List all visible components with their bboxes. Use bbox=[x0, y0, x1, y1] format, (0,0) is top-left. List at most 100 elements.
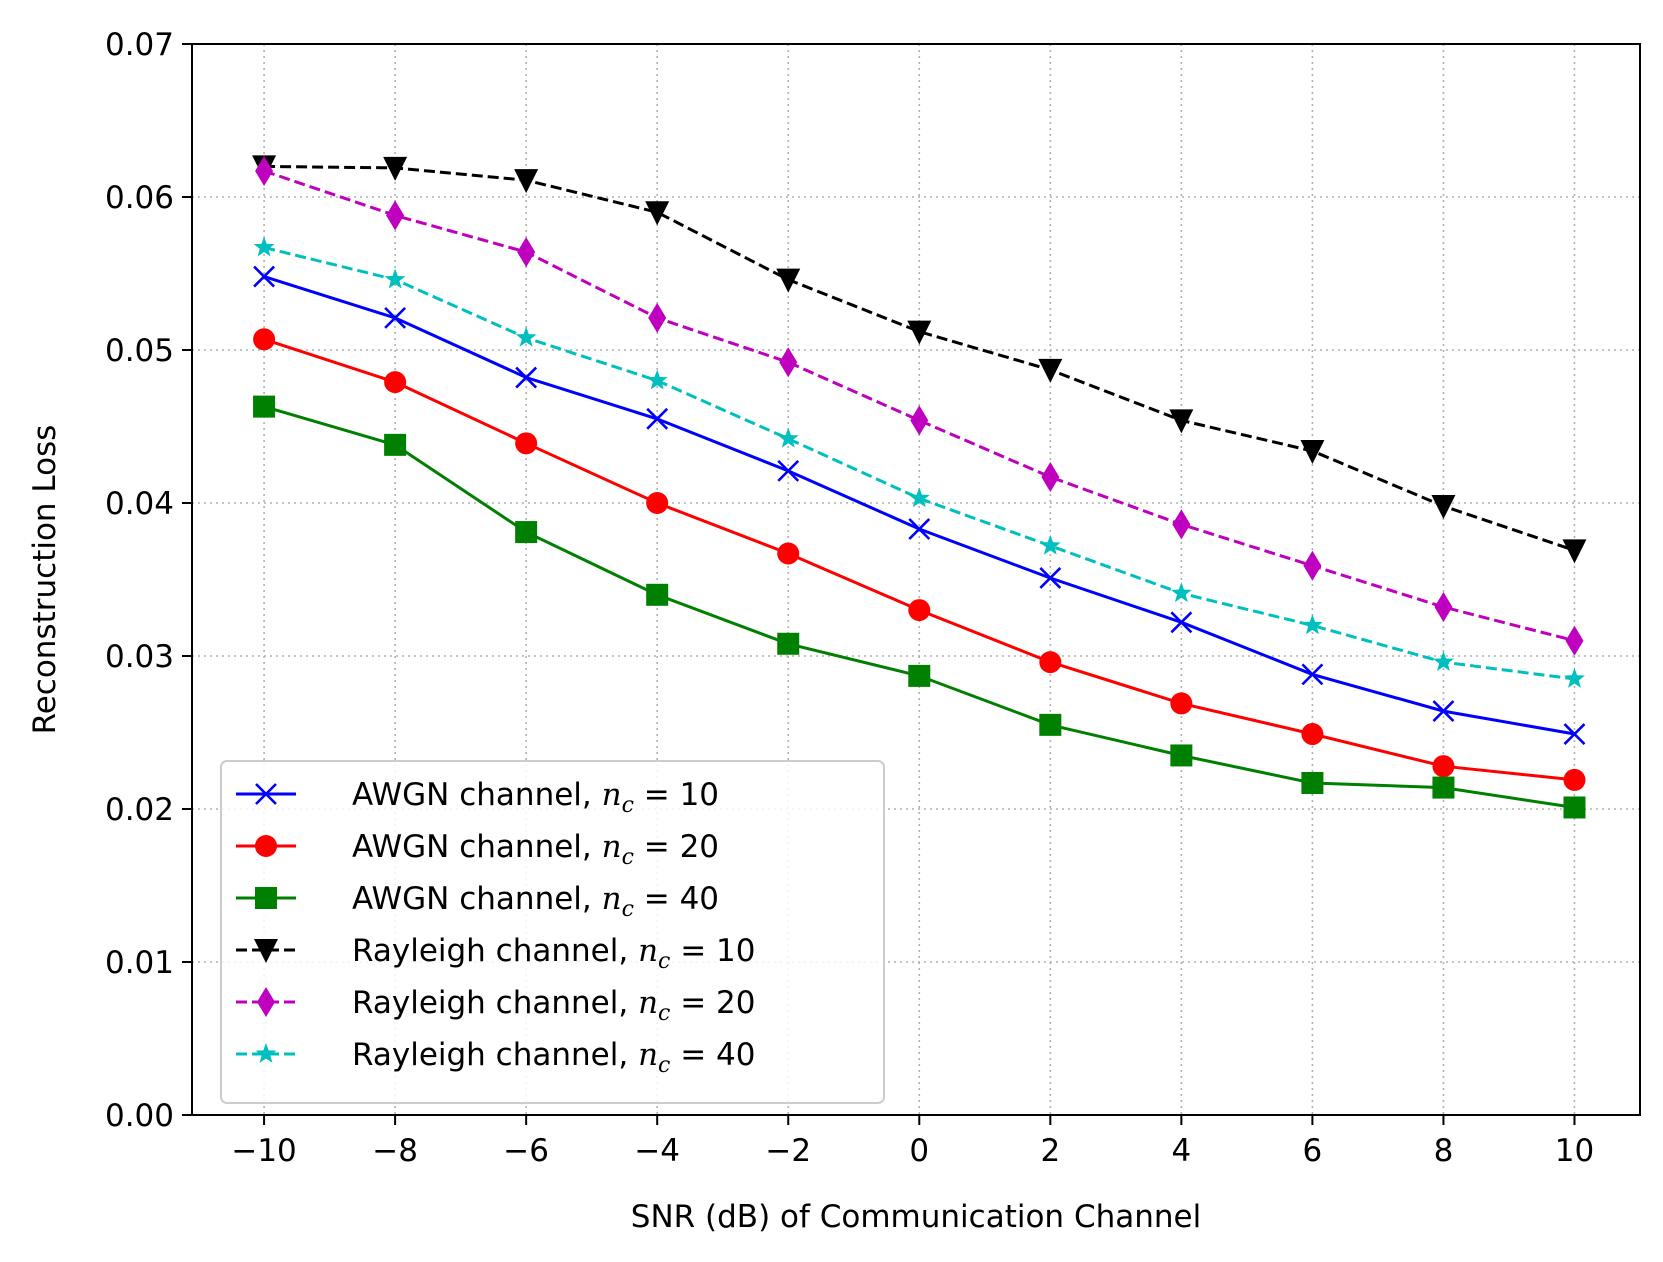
data-point bbox=[383, 156, 408, 181]
data-point bbox=[1301, 663, 1324, 686]
legend-label-eq: = 40 bbox=[634, 881, 719, 917]
legend-item: Rayleigh channel, nc = 20 bbox=[236, 985, 756, 1026]
data-point bbox=[646, 492, 669, 514]
data-point bbox=[384, 433, 407, 456]
legend-label-name: AWGN channel, bbox=[352, 881, 602, 917]
ticks: −10 −8 −6 −4 −2 0 2 4 6 8 10 0.00 0.01 0.02 0.03 0.04 0.… bbox=[105, 27, 1594, 1169]
x-axis-label: SNR (dB) of Communication Channel bbox=[631, 1199, 1201, 1235]
legend-label-name: AWGN channel, bbox=[352, 777, 602, 813]
data-point bbox=[1434, 592, 1453, 623]
data-point bbox=[908, 518, 931, 540]
legend-label-var: n bbox=[638, 985, 658, 1021]
y-tick-label: 0.04 bbox=[105, 486, 174, 522]
data-point bbox=[1432, 651, 1454, 672]
x-tick-label: −10 bbox=[231, 1133, 296, 1169]
legend-label-var: n bbox=[602, 777, 622, 813]
legend-marker bbox=[255, 783, 277, 805]
series-line bbox=[263, 169, 1575, 643]
data-point bbox=[777, 632, 800, 655]
x-tick-label: −8 bbox=[372, 1133, 418, 1169]
legend-label-var: n bbox=[638, 1037, 658, 1073]
data-point bbox=[1301, 723, 1324, 746]
x-tick-label: −4 bbox=[634, 1133, 680, 1169]
data-point bbox=[1564, 667, 1585, 688]
data-point bbox=[515, 521, 538, 544]
data-point bbox=[1172, 509, 1191, 540]
y-tick-label: 0.06 bbox=[105, 180, 174, 216]
x-tick-label: 10 bbox=[1555, 1133, 1594, 1169]
data-point bbox=[777, 427, 799, 448]
legend-label-eq: = 20 bbox=[670, 985, 755, 1021]
y-tick-label: 0.00 bbox=[105, 1098, 174, 1134]
data-point bbox=[517, 237, 536, 268]
legend-marker bbox=[257, 987, 275, 1017]
y-tick-label: 0.02 bbox=[105, 792, 174, 828]
data-point bbox=[1563, 796, 1586, 819]
legend-label-name: AWGN channel, bbox=[352, 829, 602, 865]
data-point bbox=[1303, 550, 1322, 581]
data-point bbox=[384, 371, 407, 394]
data-point bbox=[646, 407, 669, 430]
data-point bbox=[1039, 713, 1062, 736]
legend-label: AWGN channel, nc = 20 bbox=[352, 829, 719, 870]
legend-label: Rayleigh channel, nc = 10 bbox=[352, 933, 756, 974]
legend-label-sub: c bbox=[658, 1001, 670, 1026]
legend-marker bbox=[254, 939, 278, 963]
data-point bbox=[1432, 700, 1455, 722]
legend-label-eq: = 10 bbox=[634, 777, 719, 813]
data-point bbox=[1562, 539, 1587, 564]
data-point bbox=[1170, 744, 1193, 767]
legend-label-var: n bbox=[602, 881, 622, 917]
legend-label-eq: = 40 bbox=[670, 1037, 755, 1073]
legend-item: AWGN channel, nc = 20 bbox=[236, 829, 719, 870]
data-point bbox=[1301, 771, 1324, 794]
data-point bbox=[386, 200, 405, 231]
data-point bbox=[1431, 495, 1456, 520]
data-point bbox=[777, 542, 800, 565]
data-point bbox=[514, 169, 539, 194]
y-tick-label: 0.01 bbox=[105, 945, 174, 981]
series-4 bbox=[255, 155, 1584, 656]
x-tick-label: −6 bbox=[503, 1133, 549, 1169]
data-point bbox=[1432, 776, 1455, 799]
data-point bbox=[646, 583, 669, 606]
data-point bbox=[908, 599, 931, 622]
data-point bbox=[1041, 461, 1060, 492]
x-tick-label: −2 bbox=[765, 1133, 811, 1169]
x-tick-label: 8 bbox=[1434, 1133, 1454, 1169]
legend-label-sub: c bbox=[622, 793, 634, 818]
legend-label: Rayleigh channel, nc = 20 bbox=[352, 985, 756, 1026]
data-point bbox=[907, 320, 932, 345]
data-point bbox=[1432, 755, 1455, 778]
data-point bbox=[1169, 409, 1194, 434]
data-point bbox=[515, 326, 537, 347]
y-tick-label: 0.05 bbox=[105, 333, 174, 369]
data-point bbox=[648, 302, 667, 333]
series-group bbox=[252, 155, 1587, 819]
series-3 bbox=[252, 155, 1587, 564]
series-line bbox=[264, 164, 1575, 552]
legend-label-name: Rayleigh channel, bbox=[352, 985, 638, 1021]
data-point bbox=[908, 487, 930, 508]
legend-label: AWGN channel, nc = 10 bbox=[352, 777, 719, 818]
series-1 bbox=[253, 328, 1586, 791]
legend-label-var: n bbox=[638, 933, 658, 969]
y-axis-label: Reconstruction Loss bbox=[27, 425, 63, 735]
data-point bbox=[908, 664, 931, 687]
data-point bbox=[253, 328, 276, 351]
legend-item: AWGN channel, nc = 40 bbox=[236, 881, 719, 922]
series-0 bbox=[253, 265, 1586, 745]
legend-label: AWGN channel, nc = 40 bbox=[352, 881, 719, 922]
data-point bbox=[1038, 358, 1063, 383]
legend-item: AWGN channel, nc = 10 bbox=[236, 777, 719, 818]
legend-label: Rayleigh channel, nc = 40 bbox=[352, 1037, 756, 1078]
legend-label-sub: c bbox=[658, 949, 670, 974]
data-point bbox=[1300, 439, 1325, 464]
legend-marker bbox=[255, 835, 277, 857]
legend-label-name: Rayleigh channel, bbox=[352, 933, 638, 969]
data-point bbox=[646, 369, 668, 390]
data-point bbox=[1170, 582, 1192, 603]
data-point bbox=[1170, 611, 1193, 634]
